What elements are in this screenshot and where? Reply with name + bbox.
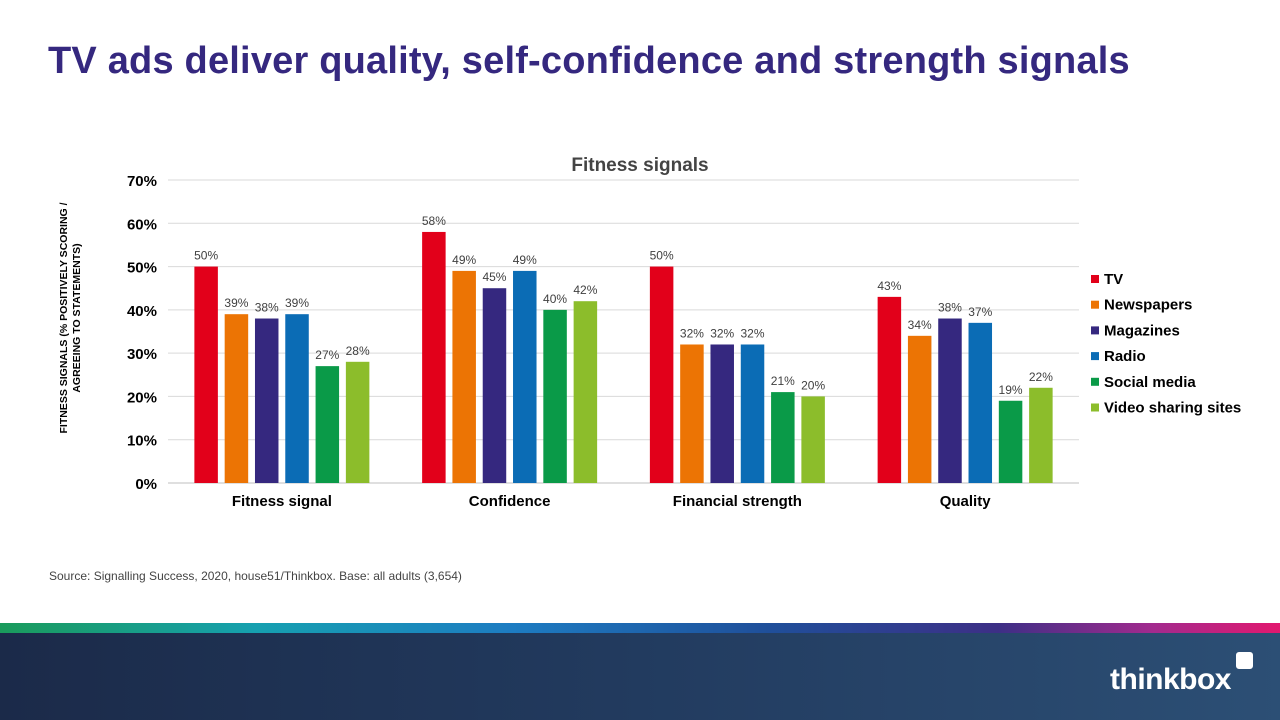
data-label: 20% xyxy=(801,378,825,392)
y-axis-label-line: AGREEING TO STATEMENTS) xyxy=(71,243,83,392)
data-label: 38% xyxy=(938,301,962,315)
legend-item: Magazines xyxy=(1104,322,1180,339)
x-tick-label: Confidence xyxy=(469,493,551,510)
source-note: Source: Signalling Success, 2020, house5… xyxy=(49,569,462,583)
legend-swatch xyxy=(1091,326,1099,335)
y-tick-label: 10% xyxy=(127,433,157,450)
bar xyxy=(513,270,537,483)
y-tick-label: 20% xyxy=(127,389,157,406)
bar xyxy=(801,396,825,483)
chart-title: Fitness signals xyxy=(571,155,708,176)
y-tick-label: 50% xyxy=(127,260,157,277)
bar xyxy=(649,266,674,483)
legend-swatch xyxy=(1091,352,1099,361)
legend-swatch xyxy=(1091,377,1099,386)
legend-item: Radio xyxy=(1104,348,1146,365)
legend-swatch xyxy=(1091,275,1099,283)
data-label: 43% xyxy=(877,279,901,293)
bar xyxy=(285,314,309,483)
logo-square-icon xyxy=(1236,652,1253,669)
data-label: 39% xyxy=(224,296,248,310)
data-label: 34% xyxy=(908,318,932,332)
bar xyxy=(315,366,340,483)
data-label: 50% xyxy=(194,249,218,263)
bar xyxy=(482,288,507,483)
bar xyxy=(224,314,249,483)
y-tick-label: 70% xyxy=(127,173,157,190)
data-label: 45% xyxy=(482,270,506,284)
data-label: 32% xyxy=(741,326,765,340)
bar xyxy=(422,231,446,483)
legend-item: Newspapers xyxy=(1104,297,1192,314)
data-label: 22% xyxy=(1029,370,1053,384)
bar xyxy=(938,318,962,483)
bar xyxy=(998,400,1023,483)
y-axis-label-line: FITNESS SIGNALS (% POSITIVELY SCORING / xyxy=(58,202,70,433)
footer-bar xyxy=(0,633,1280,720)
data-label: 32% xyxy=(710,326,734,340)
legend-swatch xyxy=(1091,403,1099,412)
bar xyxy=(877,296,902,483)
bar xyxy=(543,309,567,483)
data-label: 37% xyxy=(968,305,992,319)
bar xyxy=(771,392,795,483)
data-label: 32% xyxy=(680,326,704,340)
legend-item: Social media xyxy=(1104,374,1196,391)
legend-item: Video sharing sites xyxy=(1104,400,1241,417)
data-label: 38% xyxy=(255,301,279,315)
legend-item: TV xyxy=(1104,271,1123,288)
bar xyxy=(680,344,704,483)
bar xyxy=(968,322,993,483)
data-label: 49% xyxy=(452,253,476,267)
y-tick-label: 60% xyxy=(127,216,157,233)
legend-swatch xyxy=(1091,300,1099,309)
x-tick-label: Fitness signal xyxy=(232,493,332,510)
fitness-signals-chart: Fitness signals 0% 10% 20% 30% 40% 50% 60% 70% FI… xyxy=(58,155,1241,510)
bar xyxy=(573,301,598,483)
bar xyxy=(345,361,370,483)
bar xyxy=(710,344,734,483)
y-tick-label: 30% xyxy=(127,346,157,363)
bar xyxy=(740,344,765,483)
data-label: 28% xyxy=(346,344,370,358)
bar xyxy=(452,270,476,483)
data-label: 42% xyxy=(573,283,597,297)
data-label: 27% xyxy=(315,348,339,362)
data-label: 21% xyxy=(771,374,795,388)
bar xyxy=(194,266,218,483)
bar xyxy=(907,335,932,483)
data-label: 49% xyxy=(513,253,537,267)
data-label: 58% xyxy=(422,214,446,228)
page-title: TV ads deliver quality, self-confidence … xyxy=(48,40,1130,82)
y-tick-label: 40% xyxy=(127,303,157,320)
data-label: 39% xyxy=(285,296,309,310)
y-tick-label: 0% xyxy=(135,476,157,493)
data-label: 50% xyxy=(650,249,674,263)
thinkbox-logo: thinkbox xyxy=(1110,663,1232,696)
color-stripe xyxy=(0,623,1280,633)
x-tick-label: Quality xyxy=(940,493,992,510)
x-tick-label: Financial strength xyxy=(673,493,802,510)
bar xyxy=(1029,387,1053,483)
data-label: 40% xyxy=(543,292,567,306)
bar xyxy=(254,318,279,483)
data-label: 19% xyxy=(999,383,1023,397)
y-axis-label: FITNESS SIGNALS (% POSITIVELY SCORING /A… xyxy=(58,202,83,433)
